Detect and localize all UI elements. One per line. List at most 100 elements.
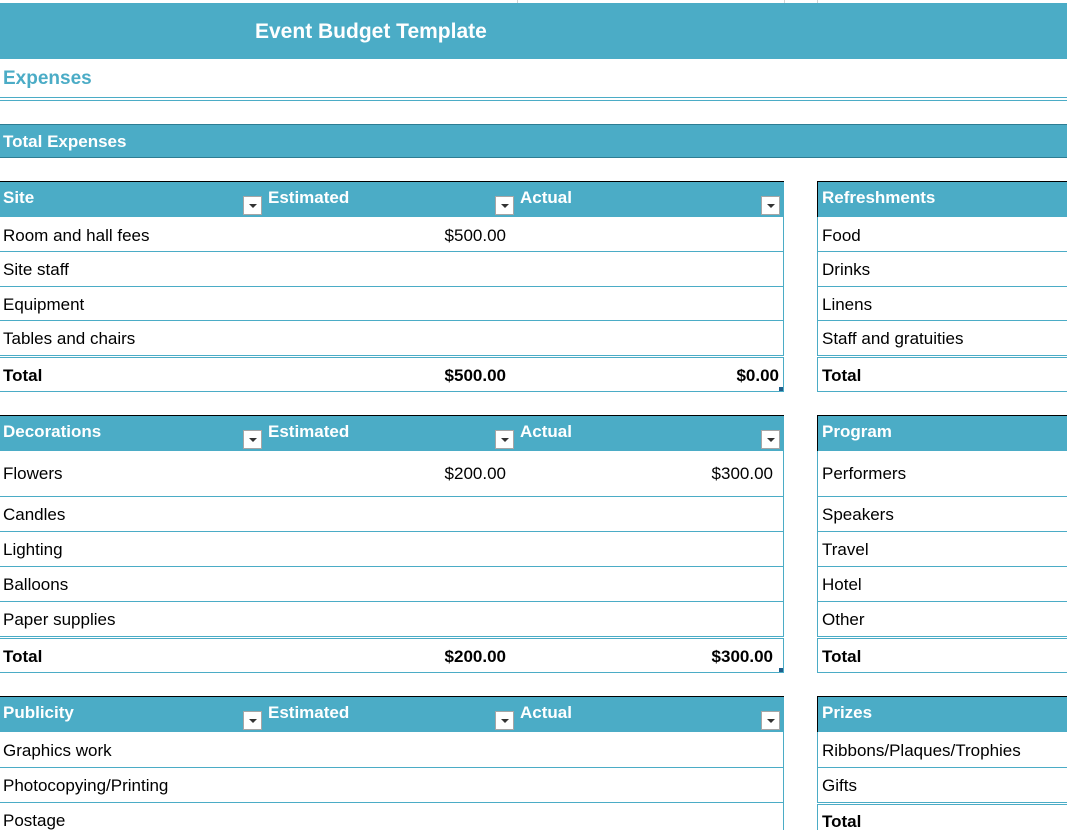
row-label: Hotel <box>822 575 862 594</box>
row-label: Other <box>822 610 865 629</box>
table-row[interactable]: Paper supplies <box>0 602 784 637</box>
chevron-down-icon[interactable] <box>495 430 514 449</box>
page-title[interactable]: Event Budget Template <box>255 20 487 43</box>
row-label: Staff and gratuities <box>822 329 964 348</box>
total-label: Total <box>822 812 862 830</box>
table-row[interactable]: Ribbons/Plaques/Trophies <box>817 732 1067 768</box>
row-label: Food <box>822 226 861 245</box>
column-header-actual[interactable]: Actual <box>520 422 572 441</box>
table-row[interactable]: Performers <box>817 451 1067 497</box>
table-header: Publicity Estimated Actual <box>0 696 784 732</box>
table-row[interactable]: Site staff <box>0 252 784 287</box>
column-header-prizes[interactable]: Prizes <box>822 703 873 722</box>
gridline <box>817 0 818 3</box>
row-label: Room and hall fees <box>3 226 150 245</box>
table-row[interactable]: Tables and chairs <box>0 321 784 356</box>
table-header: Prizes <box>817 696 1067 732</box>
heading-rule <box>0 97 1067 98</box>
publicity-table: Publicity Estimated Actual Graphics work… <box>0 696 784 830</box>
column-header-publicity[interactable]: Publicity <box>3 703 74 722</box>
column-header-program[interactable]: Program <box>822 422 892 441</box>
column-header-estimated[interactable]: Estimated <box>268 703 350 722</box>
table-row[interactable]: Postage <box>0 803 784 830</box>
table-row[interactable]: Flowers $200.00 $300.00 <box>0 451 784 497</box>
chevron-down-icon[interactable] <box>761 430 780 449</box>
row-label: Performers <box>822 464 907 483</box>
estimated-cell: $200.00 <box>444 464 506 483</box>
table-row[interactable]: Candles <box>0 497 784 532</box>
table-header: Decorations Estimated Actual <box>0 415 784 451</box>
column-header-decorations[interactable]: Decorations <box>3 422 102 441</box>
column-header-actual[interactable]: Actual <box>520 703 572 722</box>
total-row[interactable]: Total <box>817 357 1067 392</box>
column-header-estimated[interactable]: Estimated <box>268 188 350 207</box>
row-label: Travel <box>822 540 869 559</box>
total-row[interactable]: Total <box>817 804 1067 830</box>
total-expenses-label: Total Expenses <box>3 132 127 151</box>
table-row[interactable]: Other <box>817 602 1067 637</box>
program-table: Program Performers Speakers Travel Hotel… <box>817 415 1067 673</box>
chevron-down-icon[interactable] <box>243 196 262 215</box>
table-header: Refreshments <box>817 181 1067 217</box>
row-label: Gifts <box>822 776 857 795</box>
row-label: Flowers <box>3 464 63 483</box>
table-resize-handle[interactable] <box>779 387 783 391</box>
table-row[interactable]: Gifts <box>817 768 1067 803</box>
table-header: Program <box>817 415 1067 451</box>
total-expenses-band[interactable]: Total Expenses <box>0 124 1067 158</box>
table-row[interactable]: Photocopying/Printing <box>0 768 784 803</box>
chevron-down-icon[interactable] <box>761 196 780 215</box>
row-label: Postage <box>3 811 66 830</box>
table-row[interactable]: Hotel <box>817 567 1067 602</box>
total-actual: $300.00 <box>711 647 773 666</box>
refreshments-table: Refreshments Food Drinks Linens Staff an… <box>817 181 1067 393</box>
row-label: Candles <box>3 505 66 524</box>
chevron-down-icon[interactable] <box>761 711 780 730</box>
column-gridlines <box>0 0 1067 3</box>
column-header-actual[interactable]: Actual <box>520 188 572 207</box>
row-label: Balloons <box>3 575 69 594</box>
total-estimated: $500.00 <box>444 366 506 385</box>
chevron-down-icon[interactable] <box>243 711 262 730</box>
total-row[interactable]: Total $500.00 $0.00 <box>0 357 784 392</box>
table-header: Site Estimated Actual <box>0 181 784 217</box>
table-row[interactable]: Drinks <box>817 252 1067 287</box>
row-label: Graphics work <box>3 741 112 760</box>
table-row[interactable]: Lighting <box>0 532 784 567</box>
prizes-table: Prizes Ribbons/Plaques/Trophies Gifts To… <box>817 696 1067 830</box>
table-row[interactable]: Linens <box>817 287 1067 321</box>
total-label: Total <box>822 366 862 385</box>
row-label: Site staff <box>3 260 69 279</box>
chevron-down-icon[interactable] <box>243 430 262 449</box>
row-label: Equipment <box>3 295 85 314</box>
total-row[interactable]: Total $200.00 $300.00 <box>0 638 784 673</box>
row-label: Tables and chairs <box>3 329 136 348</box>
table-row[interactable]: Equipment <box>0 287 784 321</box>
total-actual: $0.00 <box>736 366 779 385</box>
chevron-down-icon[interactable] <box>495 196 514 215</box>
site-table: Site Estimated Actual Room and hall fees… <box>0 181 784 393</box>
table-row[interactable]: Balloons <box>0 567 784 602</box>
column-header-refreshments[interactable]: Refreshments <box>822 188 936 207</box>
decorations-table: Decorations Estimated Actual Flowers $20… <box>0 415 784 673</box>
table-row[interactable]: Staff and gratuities <box>817 321 1067 356</box>
column-header-estimated[interactable]: Estimated <box>268 422 350 441</box>
table-row[interactable]: Graphics work <box>0 732 784 768</box>
table-row[interactable]: Room and hall fees $500.00 <box>0 217 784 252</box>
title-band: Event Budget Template <box>0 3 1067 59</box>
table-resize-handle[interactable] <box>779 668 783 672</box>
row-label: Photocopying/Printing <box>3 776 169 795</box>
row-label: Drinks <box>822 260 871 279</box>
total-row[interactable]: Total <box>817 638 1067 673</box>
row-label: Paper supplies <box>3 610 116 629</box>
table-row[interactable]: Speakers <box>817 497 1067 532</box>
table-row[interactable]: Travel <box>817 532 1067 567</box>
column-header-site[interactable]: Site <box>3 188 35 207</box>
chevron-down-icon[interactable] <box>495 711 514 730</box>
total-estimated: $200.00 <box>444 647 506 666</box>
section-heading[interactable]: Expenses <box>3 68 92 89</box>
row-label: Lighting <box>3 540 63 559</box>
table-row[interactable]: Food <box>817 217 1067 252</box>
gridline <box>517 0 518 3</box>
actual-cell: $300.00 <box>711 464 773 483</box>
